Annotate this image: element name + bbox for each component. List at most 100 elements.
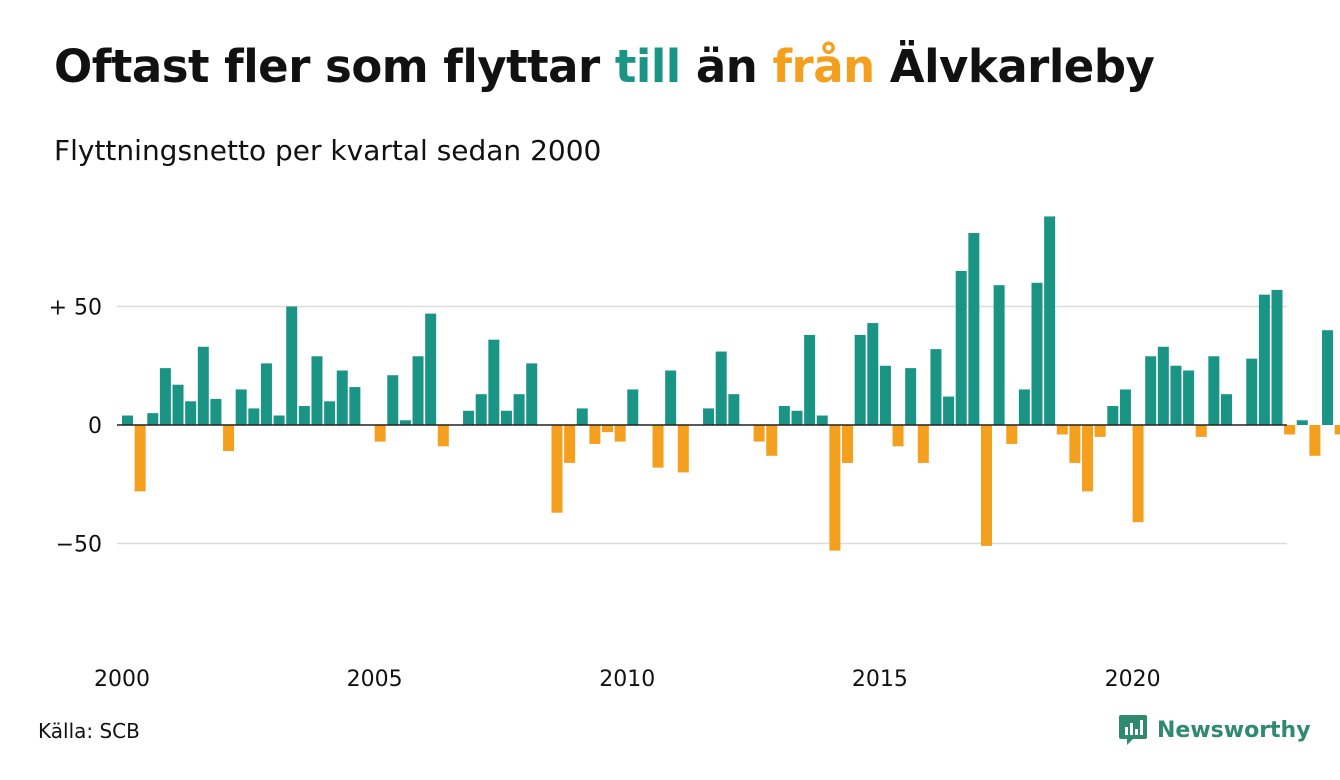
bar	[892, 425, 904, 447]
source-note: Källa: SCB	[38, 719, 140, 743]
bar	[968, 233, 980, 425]
bar	[387, 375, 399, 425]
title-part-3: Älvkarleby	[874, 40, 1155, 93]
brand-name: Newsworthy	[1157, 717, 1311, 743]
bar	[1322, 330, 1334, 425]
bar	[399, 420, 411, 425]
x-tick-label: 2000	[94, 667, 150, 692]
bar	[134, 425, 146, 492]
bar	[1132, 425, 1144, 523]
bar	[463, 410, 475, 425]
x-tick-label: 2020	[1105, 667, 1161, 692]
bar	[703, 408, 715, 425]
bars	[122, 216, 1340, 551]
bar	[1044, 216, 1056, 425]
bar	[652, 425, 664, 468]
title-part-1: Oftast fler som flyttar	[54, 40, 615, 93]
bar	[412, 356, 424, 425]
bar	[602, 425, 614, 433]
bar	[829, 425, 841, 551]
bar	[955, 270, 967, 425]
bar	[260, 363, 272, 425]
bar	[185, 401, 197, 425]
bar	[235, 389, 247, 425]
bar	[298, 406, 310, 425]
bar	[842, 425, 854, 463]
bar	[1094, 425, 1106, 437]
bar	[993, 285, 1005, 425]
bar	[1183, 370, 1195, 425]
bar	[349, 387, 361, 425]
y-axis-labels: + 50 0 −50	[49, 296, 102, 558]
newsworthy-logo: Newsworthy	[1118, 712, 1311, 748]
bar	[210, 398, 222, 425]
bar	[526, 363, 538, 425]
bar	[943, 396, 955, 425]
bar	[488, 339, 500, 425]
bar	[564, 425, 576, 463]
bar	[816, 415, 828, 425]
bar	[159, 368, 171, 425]
gridlines	[117, 305, 1287, 545]
bar	[172, 384, 184, 425]
bar	[1006, 425, 1018, 444]
bar	[286, 306, 298, 425]
bar	[576, 408, 588, 425]
bar	[1170, 365, 1182, 425]
bar	[197, 346, 209, 425]
bar	[147, 413, 159, 425]
chart-title: Oftast fler som flyttar till än från Älv…	[54, 40, 1155, 93]
bar	[324, 401, 336, 425]
bar	[715, 351, 727, 425]
x-tick-label: 2010	[599, 667, 655, 692]
x-axis-labels: 2000 2005 2010 2015 2020	[94, 667, 1161, 692]
bar	[1056, 425, 1068, 435]
bar	[551, 425, 563, 513]
bar	[778, 406, 790, 425]
bar	[1246, 358, 1258, 425]
x-tick-label: 2015	[852, 667, 908, 692]
bar	[627, 389, 639, 425]
bar	[122, 415, 133, 425]
title-highlight-till: till	[614, 40, 681, 93]
chart-subtitle: Flyttningsnetto per kvartal sedan 2000	[54, 134, 602, 167]
bar	[1220, 394, 1232, 425]
bar	[273, 415, 285, 425]
bar	[223, 425, 235, 452]
bar	[1334, 425, 1340, 435]
bar	[1296, 420, 1308, 425]
title-part-2: än	[680, 40, 773, 93]
bar	[1284, 425, 1296, 435]
bar	[753, 425, 765, 442]
bar	[1195, 425, 1207, 437]
y-tick-label: + 50	[49, 296, 102, 321]
bar	[1258, 294, 1270, 425]
title-highlight-fran: från	[772, 40, 875, 93]
bar	[513, 394, 525, 425]
bar	[336, 370, 348, 425]
bar	[665, 370, 677, 425]
bar	[930, 349, 942, 425]
bar	[791, 410, 803, 425]
bar	[1157, 346, 1169, 425]
bar	[614, 425, 626, 442]
bar	[1271, 289, 1283, 425]
bar	[728, 394, 740, 425]
bar	[766, 425, 778, 456]
bar	[1309, 425, 1321, 456]
bar	[1031, 282, 1043, 425]
bar	[1119, 389, 1131, 425]
bar	[1107, 406, 1119, 425]
bar	[437, 425, 449, 447]
x-tick-label: 2005	[347, 667, 403, 692]
bar	[1208, 356, 1220, 425]
bar	[854, 334, 866, 425]
bar	[1069, 425, 1081, 463]
bar	[905, 368, 917, 425]
bar	[804, 334, 816, 425]
bar	[311, 356, 323, 425]
bar	[1082, 425, 1094, 492]
bar	[879, 365, 891, 425]
bar	[917, 425, 929, 463]
